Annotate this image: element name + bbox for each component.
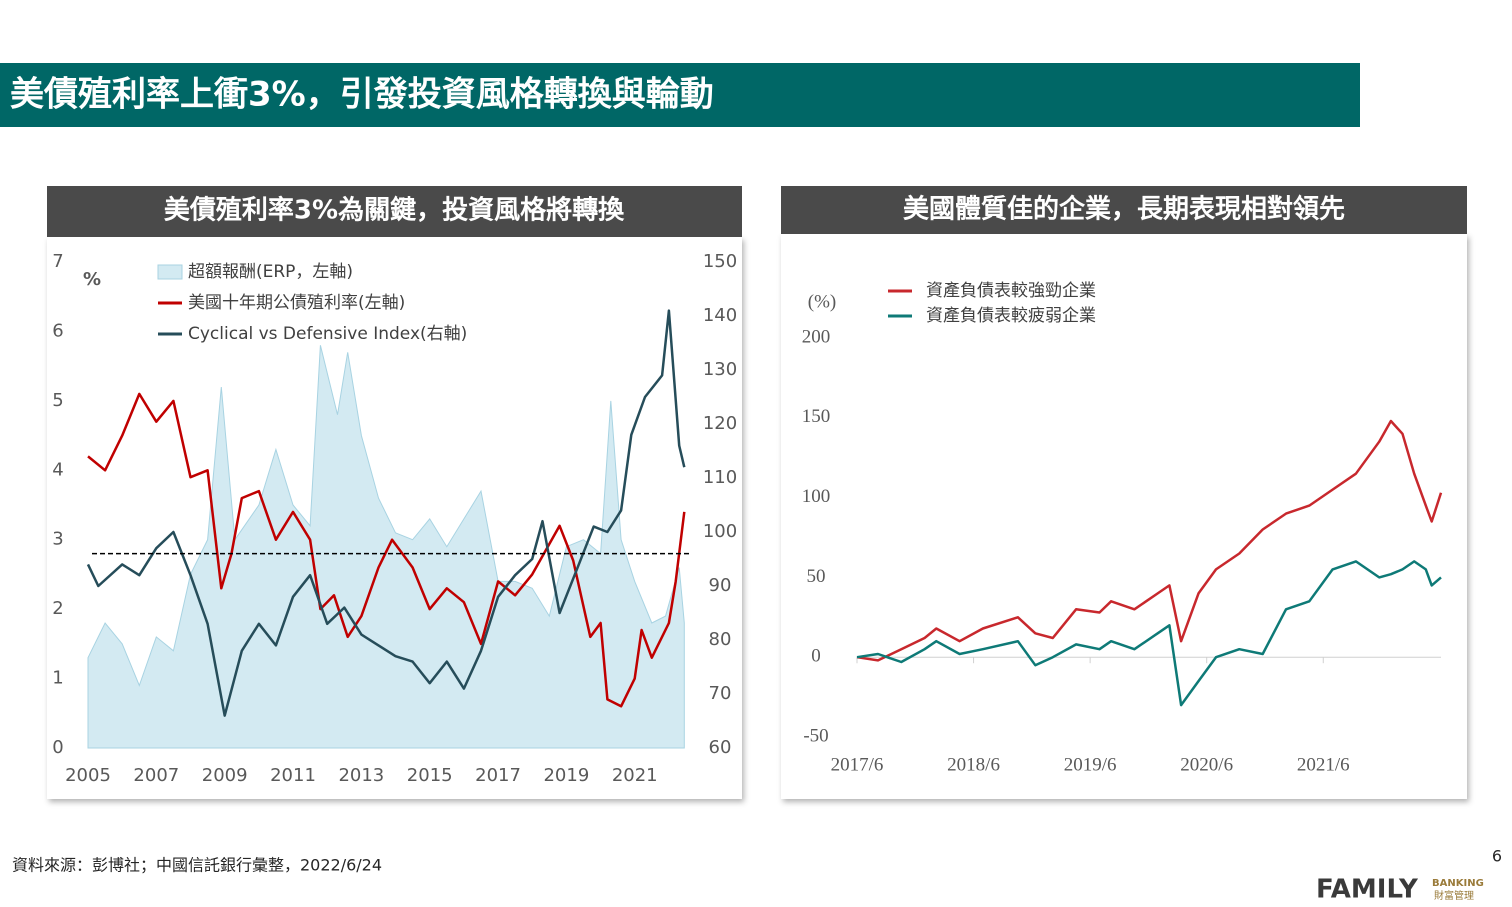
x-tick-label: 2019 <box>543 765 589 786</box>
y-tick-label: 50 <box>807 566 826 587</box>
x-tick-label: 2013 <box>338 765 384 786</box>
y2-tick-label: 90 <box>709 575 732 596</box>
y-tick-label: 0 <box>811 646 821 667</box>
logo-sub: BANKING <box>1432 878 1484 889</box>
y2-tick-label: 60 <box>709 737 732 758</box>
legend-label: 資產負債表較疲弱企業 <box>926 306 1096 326</box>
y-tick-label: 100 <box>802 486 831 507</box>
y-tick-label: 5 <box>52 390 63 411</box>
line <box>86 309 686 717</box>
x-tick-label: 2015 <box>407 765 453 786</box>
y-axis-label: (%) <box>808 291 836 312</box>
x-tick-label: 2011 <box>270 765 316 786</box>
y-axis-label: % <box>83 269 101 290</box>
y-tick-label: 0 <box>52 737 63 758</box>
x-tick-label: 2017 <box>475 765 521 786</box>
y2-tick-label: 140 <box>703 305 737 326</box>
x-tick-label: 2017/6 <box>831 754 884 775</box>
y-tick-label: 3 <box>52 529 63 550</box>
x-tick-label: 2021 <box>612 765 658 786</box>
y-tick-label: 7 <box>52 251 63 272</box>
logo-cn: 財富管理 <box>1434 889 1474 902</box>
x-tick-label: 2005 <box>65 765 111 786</box>
page-number: 6 <box>1492 847 1502 866</box>
x-tick-label: 2007 <box>133 765 179 786</box>
x-tick-label: 2009 <box>202 765 248 786</box>
y-tick-label: 150 <box>802 406 831 427</box>
chart-title: 美國體質佳的企業，長期表現相對領先 <box>903 194 1345 225</box>
header-bar <box>0 63 1360 127</box>
chart-title: 美債殖利率3%為關鍵，投資風格將轉換 <box>164 195 625 226</box>
y-tick-label: 1 <box>52 668 63 689</box>
line <box>856 419 1443 662</box>
x-tick-label: 2021/6 <box>1297 754 1350 775</box>
y2-tick-label: 150 <box>703 251 737 272</box>
legend-label: 超額報酬(ERP，左軸) <box>188 262 353 282</box>
panel-title-bar <box>781 186 1467 234</box>
y-tick-label: 4 <box>52 459 63 480</box>
x-tick-label: 2020/6 <box>1180 754 1233 775</box>
line <box>87 392 686 708</box>
y-tick-label: -50 <box>803 725 828 746</box>
y2-tick-label: 100 <box>703 521 737 542</box>
y2-tick-label: 80 <box>709 629 732 650</box>
logo: FAMILY <box>1316 875 1419 905</box>
area <box>87 345 685 749</box>
y-tick-label: 2 <box>52 598 63 619</box>
x-tick-label: 2018/6 <box>947 754 1000 775</box>
legend-label: Cyclical vs Defensive Index(右軸) <box>188 324 467 344</box>
legend-swatch <box>157 264 183 280</box>
slide-title: 美債殖利率上衝3%，引發投資風格轉換與輪動 <box>10 75 714 115</box>
y2-tick-label: 70 <box>709 683 732 704</box>
y-tick-label: 6 <box>52 320 63 341</box>
y-tick-label: 200 <box>802 326 831 347</box>
y2-tick-label: 120 <box>703 413 737 434</box>
source-note: 資料來源：彭博社；中國信託銀行彙整，2022/6/24 <box>12 856 382 875</box>
y2-tick-label: 110 <box>703 467 737 488</box>
x-tick-label: 2019/6 <box>1064 754 1117 775</box>
panel-title-bar <box>47 186 742 237</box>
y2-tick-label: 130 <box>703 359 737 380</box>
line <box>856 560 1442 707</box>
legend-label: 資產負債表較強勁企業 <box>926 281 1096 301</box>
panel <box>781 234 1467 799</box>
legend-label: 美國十年期公債殖利率(左軸) <box>188 293 405 313</box>
